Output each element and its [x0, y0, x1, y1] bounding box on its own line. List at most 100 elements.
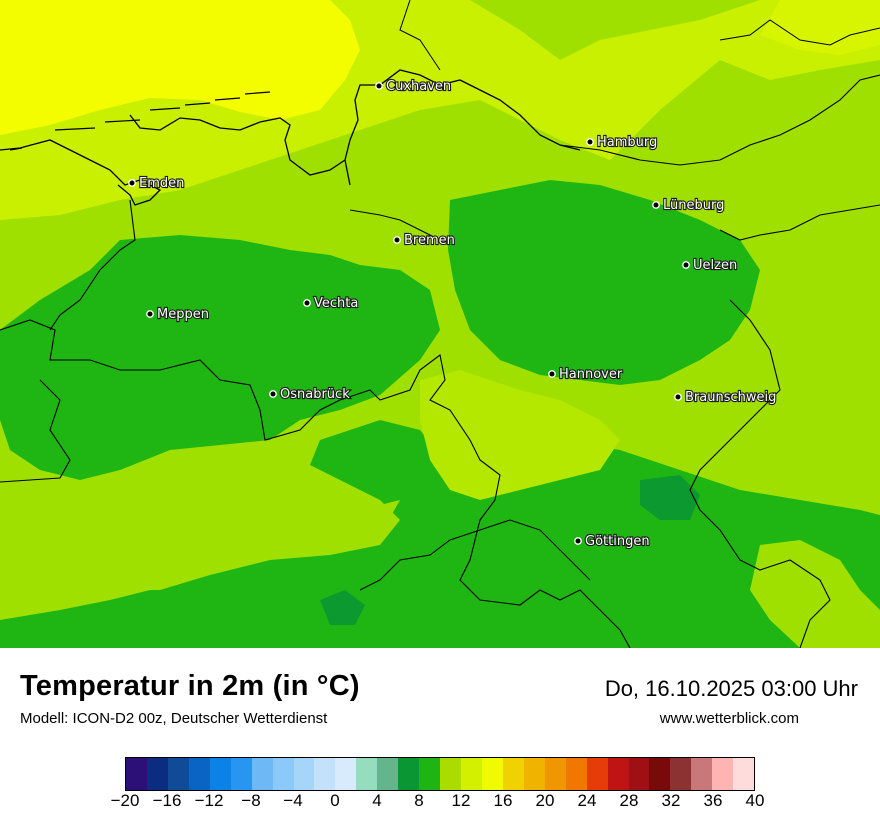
city-label: Hamburg	[597, 135, 657, 150]
city-marker-dot	[586, 138, 594, 146]
east-frisian-islands	[9, 91, 271, 151]
colorbar-segment	[712, 758, 734, 790]
city-meppen: Meppen	[146, 306, 210, 323]
colorbar-tick-label: 28	[619, 791, 639, 810]
city-göttingen: Göttingen	[574, 533, 651, 550]
colorbar-segment	[230, 758, 252, 790]
map-title: Temperatur in 2m (in °C)	[20, 670, 360, 702]
east-coast	[719, 19, 880, 46]
temperature-map: Cuxhaven Hamburg Emden Lüneburg Bremen Uelzen…	[0, 0, 880, 648]
colorbar-tick-label: 20	[535, 791, 555, 810]
city-label: Lüneburg	[663, 198, 724, 213]
colorbar-segment	[649, 758, 671, 790]
colorbar-tick-label: −16	[152, 791, 182, 810]
colorbar-tick-label: 12	[451, 791, 471, 810]
temperature-field-10-east	[448, 180, 760, 385]
city-marker-dot	[146, 310, 154, 318]
city-label: Hannover	[559, 367, 623, 382]
colorbar-segment	[691, 758, 713, 790]
colorbar-segment	[356, 758, 378, 790]
state-border	[0, 319, 631, 648]
colorbar-segment	[398, 758, 420, 790]
city-label: Braunschweig	[685, 390, 776, 405]
colorbar-segment	[293, 758, 315, 790]
city-label: Meppen	[157, 307, 209, 322]
colorbar-tick-label: 40	[745, 791, 765, 810]
city-uelzen: Uelzen	[682, 257, 738, 274]
temperature-field-8-south	[320, 590, 365, 625]
colorbar-tick-label: −20	[110, 791, 140, 810]
colorbar-tick-label: −8	[241, 791, 261, 810]
city-hannover: Hannover	[548, 366, 624, 383]
model-info: Modell: ICON-D2 00z, Deutscher Wetterdie…	[20, 710, 328, 727]
colorbar-segment	[209, 758, 231, 790]
colorbar-tick-label: 4	[372, 791, 382, 810]
city-marker-dot	[128, 179, 136, 187]
city-label: Bremen	[404, 233, 455, 248]
city-braunschweig: Braunschweig	[674, 389, 777, 406]
colorbar-segment	[146, 758, 168, 790]
city-marker-dot	[682, 261, 690, 269]
colorbar-segment	[419, 758, 441, 790]
colorbar-segment	[126, 758, 147, 790]
state-border-west	[0, 199, 136, 483]
colorbar-tick-label: 0	[330, 791, 340, 810]
city-marker-dot	[269, 390, 277, 398]
colorbar-segment	[314, 758, 336, 790]
colorbar-segment	[335, 758, 357, 790]
colorbar-ticks: −20 −16 −12 −8 −4 0 4 8 12 16 20 24 28 32 36 40	[0, 791, 880, 821]
colorbar-segment	[377, 758, 399, 790]
city-marker-dot	[375, 82, 383, 90]
colorbar-segment	[523, 758, 545, 790]
colorbar-segment	[544, 758, 566, 790]
colorbar-segment	[272, 758, 294, 790]
map-legend-footer: Temperatur in 2m (in °C) Modell: ICON-D2…	[0, 648, 880, 830]
website-link[interactable]: www.wetterblick.com	[659, 710, 799, 727]
colorbar-segment	[565, 758, 587, 790]
colorbar-segment	[251, 758, 273, 790]
city-label: Cuxhaven	[386, 79, 451, 94]
weser-river	[349, 209, 441, 241]
colorbar-tick-label: 32	[661, 791, 681, 810]
colorbar-segment	[481, 758, 503, 790]
colorbar-segment	[670, 758, 692, 790]
north-coast	[399, 0, 441, 71]
city-lüneburg: Lüneburg	[652, 197, 725, 214]
city-marker-dot	[548, 370, 556, 378]
colorbar-segment	[440, 758, 461, 790]
city-marker-dot	[674, 393, 682, 401]
city-label: Osnabrück	[280, 387, 350, 402]
colorbar-segment	[607, 758, 629, 790]
temperature-field-12-hills	[420, 370, 620, 500]
temperature-colorbar	[125, 757, 755, 791]
city-bremen: Bremen	[393, 232, 456, 249]
city-marker-dot	[393, 236, 401, 244]
city-osnabrück: Osnabrück	[269, 386, 351, 403]
colorbar-tick-label: 16	[493, 791, 513, 810]
elbe-river	[559, 74, 880, 166]
colorbar-tick-label: 36	[703, 791, 723, 810]
city-marker-dot	[652, 201, 660, 209]
city-marker-dot	[574, 537, 582, 545]
city-marker-dot	[303, 299, 311, 307]
city-emden: Emden	[128, 175, 185, 192]
city-markers: Cuxhaven Hamburg Emden Lüneburg Bremen Uelzen…	[128, 78, 777, 550]
colorbar-segment	[502, 758, 524, 790]
forecast-datetime: Do, 16.10.2025 03:00 Uhr	[604, 676, 858, 701]
city-cuxhaven: Cuxhaven	[375, 78, 452, 95]
colorbar-segment	[167, 758, 189, 790]
city-vechta: Vechta	[303, 295, 359, 312]
colorbar-tick-label: 8	[414, 791, 424, 810]
colorbar-segment	[188, 758, 210, 790]
colorbar-segment	[586, 758, 608, 790]
city-hamburg: Hamburg	[586, 134, 658, 151]
city-label: Vechta	[314, 296, 358, 311]
temperature-field-12-south-pocket	[60, 455, 400, 590]
colorbar-segment	[628, 758, 650, 790]
colorbar-segment	[461, 758, 482, 790]
state-border-east	[689, 204, 880, 648]
state-border-south	[359, 519, 591, 591]
colorbar-segment	[733, 758, 755, 790]
colorbar-tick-label: −4	[283, 791, 303, 810]
temperature-field-16-east	[760, 0, 880, 55]
